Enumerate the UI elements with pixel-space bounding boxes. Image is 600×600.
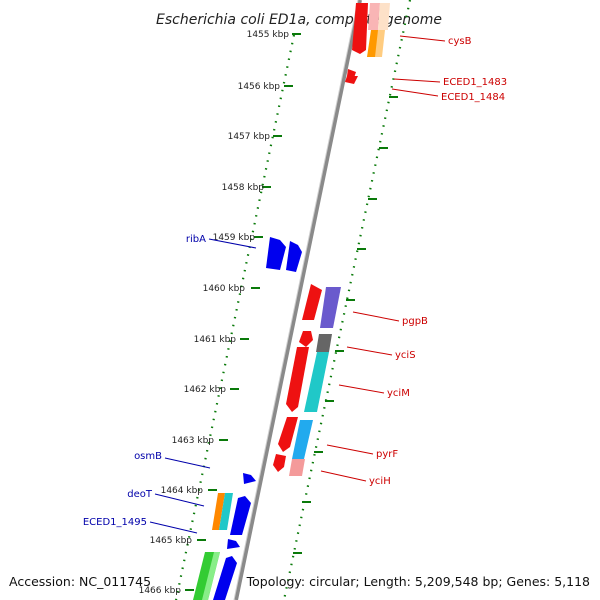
tick-label: 1466 kbp xyxy=(139,586,182,596)
gene-feature-peach[interactable] xyxy=(378,3,390,30)
tick-label: 1456 kbp xyxy=(238,82,281,92)
backbone-line xyxy=(234,0,362,600)
gene-feature-deoT-cyan[interactable] xyxy=(219,493,233,530)
gene-feature-yciH[interactable] xyxy=(289,459,305,476)
leader-osmB xyxy=(164,457,211,469)
leader-pgpB xyxy=(352,311,400,322)
leader-ECED1-1495 xyxy=(149,521,198,534)
accession-text: Accession: NC_011745 xyxy=(9,574,151,589)
leader-yciH xyxy=(320,470,367,482)
gene-feature-yciS[interactable] xyxy=(316,334,332,352)
right-gene-labels: cysB ECED1_1483 ECED1_1484 pgpB yciS yci… xyxy=(369,36,507,487)
tick-label: 1455 kbp xyxy=(247,30,290,40)
gene-feature-yciM-red[interactable] xyxy=(286,347,309,412)
tick-label: 1457 kbp xyxy=(228,132,271,142)
gene-feature-green-light[interactable] xyxy=(202,552,220,600)
gene-feature-yciM[interactable] xyxy=(304,352,329,412)
right-leaders xyxy=(320,35,446,482)
leader-ECED1-1483 xyxy=(393,78,441,83)
leader-ribA xyxy=(208,238,257,249)
gene-feature-yciS-red[interactable] xyxy=(299,331,313,347)
gene-label-ECED1-1483[interactable]: ECED1_1483 xyxy=(443,77,507,88)
gene-label-yciS[interactable]: yciS xyxy=(395,350,416,361)
right-features xyxy=(273,3,390,476)
gene-label-ribA[interactable]: ribA xyxy=(186,234,206,245)
tick-label: 1459 kbp xyxy=(213,233,256,243)
tick-label: 1464 kbp xyxy=(161,486,204,496)
gene-feature-orange-light[interactable] xyxy=(375,30,385,57)
gene-label-yciM[interactable]: yciM xyxy=(387,388,410,399)
gene-feature-deoT-blue[interactable] xyxy=(230,496,251,535)
topology-text: Topology: circular; Length: 5,209,548 bp… xyxy=(246,574,590,589)
tick-label: 1465 kbp xyxy=(150,536,193,546)
gene-label-deoT[interactable]: deoT xyxy=(127,489,153,500)
tick-label: 1460 kbp xyxy=(203,284,246,294)
tick-label: 1458 kbp xyxy=(222,183,265,193)
gene-label-pyrF[interactable]: pyrF xyxy=(376,449,398,460)
gene-feature-deoT-orange[interactable] xyxy=(212,493,225,530)
gene-feature-pyrF-red[interactable] xyxy=(278,417,298,452)
left-ruler-dots xyxy=(174,34,296,600)
map-title: Escherichia coli ED1a, complete genome xyxy=(156,12,442,28)
tick-label: 1462 kbp xyxy=(184,385,227,395)
gene-label-osmB[interactable]: osmB xyxy=(134,451,162,462)
ruler-labels: 1455 kbp 1456 kbp 1457 kbp 1458 kbp 1459… xyxy=(139,30,290,596)
leader-pyrF xyxy=(326,444,374,455)
gene-label-ECED1-1495[interactable]: ECED1_1495 xyxy=(83,517,147,528)
tick-label: 1463 kbp xyxy=(172,436,215,446)
left-leaders xyxy=(149,238,257,534)
gene-feature-red[interactable] xyxy=(352,3,368,54)
leader-yciM xyxy=(338,384,385,394)
gene-label-yciH[interactable]: yciH xyxy=(369,476,391,487)
left-features xyxy=(193,237,302,600)
gene-feature-ribA-2[interactable] xyxy=(286,241,302,272)
left-ruler xyxy=(174,33,301,600)
gene-feature-pyrF[interactable] xyxy=(292,420,313,459)
left-gene-labels: ribA osmB deoT ECED1_1495 xyxy=(83,234,206,528)
gene-feature-pgpB-red[interactable] xyxy=(302,284,322,320)
gene-feature-ECED1-1495[interactable] xyxy=(227,539,240,549)
gene-label-pgpB[interactable]: pgpB xyxy=(402,316,428,327)
leader-cysB xyxy=(399,35,446,42)
gene-label-cysB[interactable]: cysB xyxy=(448,36,472,47)
leader-yciS xyxy=(346,346,393,356)
gene-feature-osmB[interactable] xyxy=(243,473,256,484)
gene-feature-blue-bottom[interactable] xyxy=(213,556,237,600)
gene-feature-ECED1-1484[interactable] xyxy=(345,76,358,84)
backbone-highlight xyxy=(233,0,359,600)
gene-feature-pgpB[interactable] xyxy=(320,287,341,328)
gene-feature-ECED1-1483[interactable] xyxy=(347,69,356,78)
leader-deoT xyxy=(154,493,205,507)
gene-label-ECED1-1484[interactable]: ECED1_1484 xyxy=(441,92,505,103)
tick-label: 1461 kbp xyxy=(194,335,237,345)
right-ruler xyxy=(282,0,412,600)
gene-feature-ribA-1[interactable] xyxy=(266,237,286,270)
leader-ECED1-1484 xyxy=(391,88,439,97)
gene-feature-yciH-red[interactable] xyxy=(273,454,286,472)
gene-feature-pink[interactable] xyxy=(368,3,380,30)
